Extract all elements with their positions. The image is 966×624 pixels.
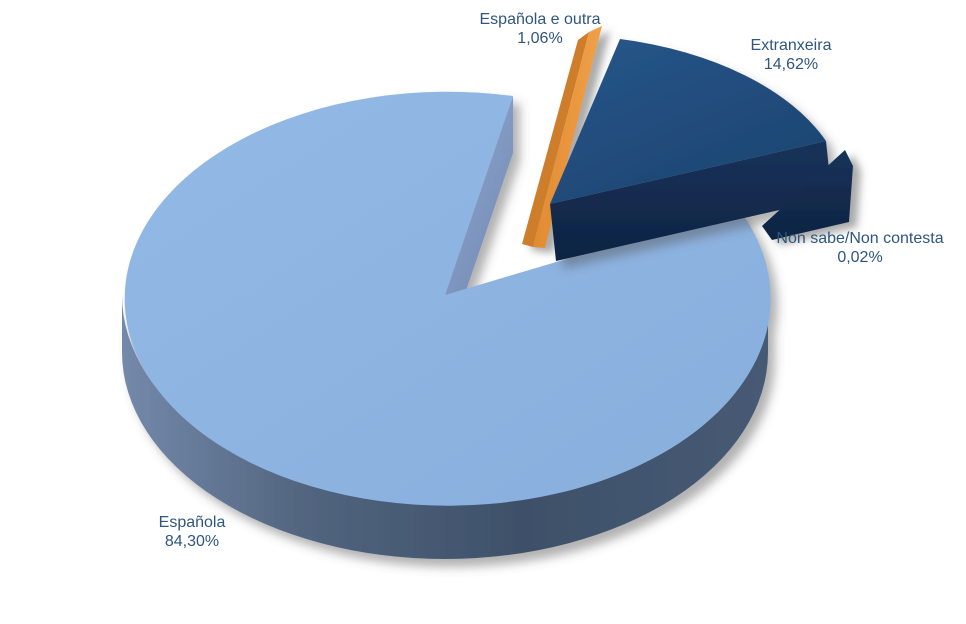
slice-espanola-e-outra-side [522, 32, 589, 247]
slice-espanola-cut-face [445, 96, 513, 352]
slice-label-espanola: Española 84,30% [159, 513, 226, 551]
slice-label-extranxeira-name: Extranxeira [750, 37, 832, 54]
slice-label-extranxeira: Extranxeira 14,62% [751, 36, 832, 74]
slice-label-espanola-value: 84,30% [164, 533, 220, 550]
slice-label-espanola-e-outra-value: 1,06% [517, 30, 563, 47]
slice-espanola-e-outra [522, 26, 602, 248]
slice-non-sabe-side [762, 150, 853, 240]
slice-label-non-sabe-value: 0,02% [837, 249, 883, 266]
slice-label-espanola-name: Española [158, 514, 226, 531]
slice-label-extranxeira-value: 14,62% [763, 56, 819, 73]
slice-label-espanola-e-outra-name: Española e outra [479, 11, 601, 28]
slice-non-sabe [762, 150, 853, 240]
slice-extranxeira [550, 39, 832, 261]
slice-extranxeira-side [550, 141, 832, 261]
slice-espanola [122, 91, 771, 559]
slice-label-non-sabe: Non sabe/Non contesta 0,02% [776, 229, 943, 267]
slice-espanola-side [122, 295, 768, 559]
slice-espanola-e-outra-top [533, 26, 602, 248]
slice-extranxeira-top [550, 39, 826, 204]
slice-label-non-sabe-name: Non sabe/Non contesta [776, 230, 944, 247]
slice-espanola-top [124, 91, 771, 506]
slice-label-espanola-e-outra: Española e outra 1,06% [480, 10, 601, 48]
